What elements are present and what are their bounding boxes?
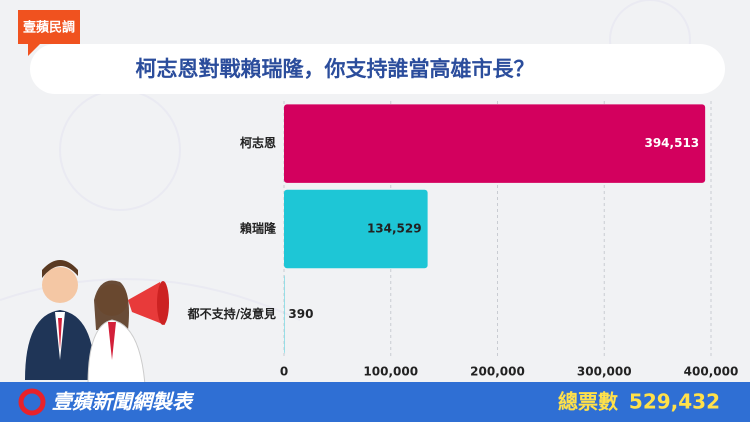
chart-title: 柯志恩對戰賴瑞隆，你支持誰當高雄市長？ — [136, 57, 535, 81]
footer-source: 壹蘋新聞網製表 — [52, 390, 195, 414]
x-tick-label: 400,000 — [684, 365, 739, 379]
x-tick-label: 100,000 — [363, 365, 418, 379]
value-label: 390 — [288, 307, 313, 321]
value-label: 394,513 — [644, 136, 699, 150]
y-tick-label: 都不支持/沒意見 — [187, 306, 276, 321]
bar — [284, 104, 706, 183]
plot: 0 100,000 200,000 300,000 400,000 柯志恩 394,513 賴… — [187, 101, 739, 379]
bar — [284, 189, 428, 269]
total: 529,432 — [629, 390, 720, 414]
y-tick-label: 柯志恩 — [240, 135, 276, 150]
badge-tail — [28, 44, 40, 56]
title-banner — [30, 44, 725, 94]
badge-box — [18, 10, 80, 44]
badge: 壹蘋民調 — [23, 20, 75, 36]
total-text: 總票數 — [558, 390, 618, 414]
x-tick-label: 200,000 — [470, 365, 525, 379]
footer-bar — [0, 382, 750, 422]
logo — [18, 388, 46, 416]
value-label: 134,529 — [367, 222, 422, 236]
illustration — [25, 260, 169, 386]
x-tick-label: 300,000 — [577, 365, 632, 379]
x-tick-label: 0 — [280, 365, 288, 379]
y-tick-label: 賴瑞隆 — [240, 221, 277, 236]
